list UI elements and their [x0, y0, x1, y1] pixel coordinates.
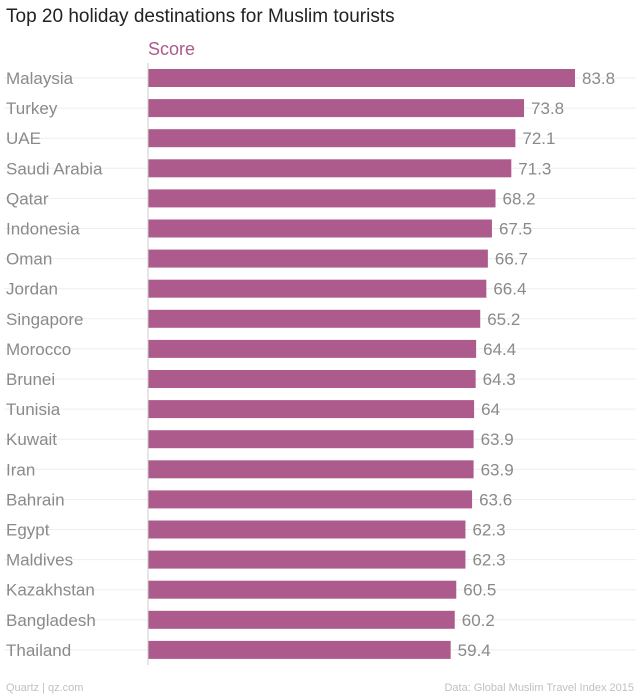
category-label: Iran: [6, 460, 35, 479]
bar: [148, 279, 487, 298]
category-label: Indonesia: [6, 220, 80, 239]
value-label: 59.4: [458, 641, 491, 660]
bar: [148, 430, 474, 449]
bar: [148, 99, 525, 118]
category-label: Turkey: [6, 99, 58, 118]
category-label: Qatar: [6, 189, 49, 208]
category-label: Kuwait: [6, 430, 57, 449]
value-label: 65.2: [487, 310, 520, 329]
bar: [148, 339, 477, 358]
category-label: Oman: [6, 250, 52, 269]
value-label: 71.3: [518, 159, 551, 178]
bar: [148, 490, 473, 509]
value-label: 73.8: [531, 99, 564, 118]
value-label: 62.3: [472, 551, 505, 570]
chart-title: Top 20 holiday destinations for Muslim t…: [6, 6, 395, 27]
value-label: 83.8: [582, 69, 615, 88]
category-label: Maldives: [6, 551, 73, 570]
value-label: 64: [481, 400, 500, 419]
category-label: Bangladesh: [6, 611, 96, 630]
category-label: Jordan: [6, 280, 58, 299]
category-label: Saudi Arabia: [6, 159, 103, 178]
bar: [148, 159, 512, 178]
value-label: 66.7: [495, 250, 528, 269]
bar: [148, 249, 488, 268]
bar: [148, 550, 466, 569]
series-label: Score: [148, 39, 195, 59]
bar: [148, 520, 466, 539]
value-label: 60.5: [463, 581, 496, 600]
bar: [148, 219, 492, 238]
value-label: 62.3: [472, 521, 505, 540]
bar: [148, 370, 476, 388]
category-label: Egypt: [6, 521, 50, 540]
category-label: Bahrain: [6, 490, 65, 509]
category-label: Singapore: [6, 310, 84, 329]
bar: [148, 129, 516, 148]
bar: [148, 189, 496, 208]
value-label: 68.2: [503, 189, 536, 208]
value-label: 72.1: [522, 129, 555, 148]
footer-data-credit: Data: Global Muslim Travel Index 2015: [444, 682, 634, 694]
bar: [148, 309, 481, 328]
value-label: 63.6: [479, 490, 512, 509]
category-label: Tunisia: [6, 400, 61, 419]
value-label: 66.4: [493, 280, 526, 299]
value-label: 63.9: [481, 430, 514, 449]
bar: [148, 400, 475, 419]
bar: [148, 580, 457, 599]
category-label: Morocco: [6, 340, 71, 359]
bar: [148, 69, 575, 87]
bar: [148, 460, 474, 479]
value-label: 64.4: [483, 340, 516, 359]
value-label: 63.9: [481, 460, 514, 479]
category-label: Malaysia: [6, 69, 74, 88]
value-label: 67.5: [499, 220, 532, 239]
bar: [148, 610, 455, 629]
value-label: 60.2: [462, 611, 495, 630]
value-label: 64.3: [483, 370, 516, 389]
category-label: Kazakhstan: [6, 581, 95, 600]
category-label: Thailand: [6, 641, 71, 660]
bar: [148, 640, 451, 659]
category-label: UAE: [6, 129, 41, 148]
category-label: Brunei: [6, 370, 55, 389]
footer-source: Quartz | qz.com: [6, 682, 84, 694]
